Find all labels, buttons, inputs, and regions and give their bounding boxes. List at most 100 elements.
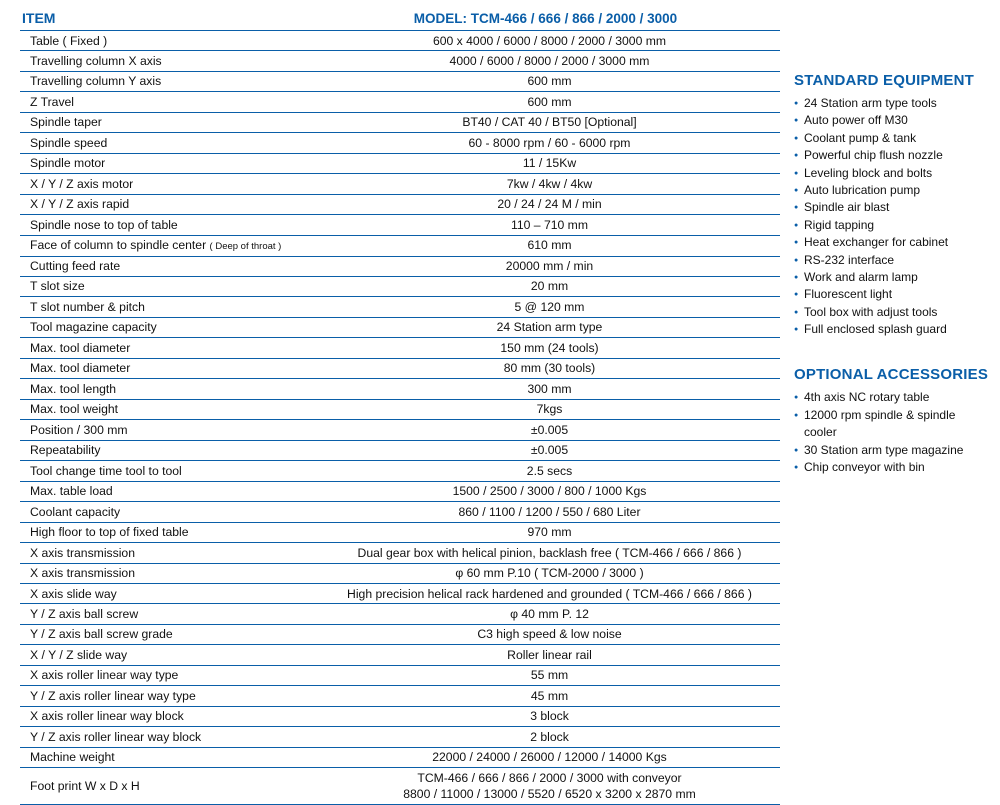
- spec-item: T slot size: [20, 276, 315, 296]
- table-row: Table ( Fixed )600 x 4000 / 6000 / 8000 …: [20, 31, 780, 51]
- table-row: Max. table load1500 / 2500 / 3000 / 800 …: [20, 481, 780, 501]
- table-row: Repeatability±0.005: [20, 440, 780, 460]
- spec-item: Max. tool diameter: [20, 338, 315, 358]
- standard-equipment-item: Auto power off M30: [794, 112, 990, 129]
- table-row: X axis transmissionφ 60 mm P.10 ( TCM-20…: [20, 563, 780, 583]
- table-header-row: ITEM MODEL: TCM-466 / 666 / 866 / 2000 /…: [20, 8, 780, 31]
- spec-value: 860 / 1100 / 1200 / 550 / 680 Liter: [315, 502, 780, 522]
- spec-item: X / Y / Z axis motor: [20, 174, 315, 194]
- spec-value: 7kw / 4kw / 4kw: [315, 174, 780, 194]
- table-row: Spindle taperBT40 / CAT 40 / BT50 [Optio…: [20, 112, 780, 132]
- spec-value: 970 mm: [315, 522, 780, 542]
- table-row: X / Y / Z axis rapid20 / 24 / 24 M / min: [20, 194, 780, 214]
- spec-item: Coolant capacity: [20, 502, 315, 522]
- spec-item: Foot print W x D x H: [20, 768, 315, 805]
- spec-table-region: ITEM MODEL: TCM-466 / 666 / 866 / 2000 /…: [20, 8, 780, 690]
- spec-item: X axis roller linear way block: [20, 706, 315, 726]
- spec-value: ±0.005: [315, 420, 780, 440]
- spec-item: Spindle motor: [20, 153, 315, 173]
- spec-value: 110 – 710 mm: [315, 215, 780, 235]
- spec-value: 20 / 24 / 24 M / min: [315, 194, 780, 214]
- table-row: X axis slide wayHigh precision helical r…: [20, 584, 780, 604]
- standard-equipment-list: 24 Station arm type toolsAuto power off …: [794, 95, 990, 338]
- spec-value: 55 mm: [315, 665, 780, 685]
- spec-value: 610 mm: [315, 235, 780, 256]
- optional-accessory-item: 4th axis NC rotary table: [794, 389, 990, 406]
- table-row: X axis roller linear way block3 block: [20, 706, 780, 726]
- spec-item: Machine weight: [20, 747, 315, 767]
- standard-equipment-item: Rigid tapping: [794, 217, 990, 234]
- spec-value: ±0.005: [315, 440, 780, 460]
- optional-accessories-list: 4th axis NC rotary table12000 rpm spindl…: [794, 389, 990, 476]
- optional-accessory-item: 30 Station arm type magazine: [794, 442, 990, 459]
- spec-item: Tool magazine capacity: [20, 317, 315, 337]
- standard-equipment-item: Powerful chip flush nozzle: [794, 147, 990, 164]
- spec-value: 1500 / 2500 / 3000 / 800 / 1000 Kgs: [315, 481, 780, 501]
- spec-item: X / Y / Z slide way: [20, 645, 315, 665]
- table-row: Cutting feed rate20000 mm / min: [20, 256, 780, 276]
- standard-equipment-item: Fluorescent light: [794, 286, 990, 303]
- table-row: Spindle nose to top of table110 – 710 mm: [20, 215, 780, 235]
- table-row: X / Y / Z axis motor7kw / 4kw / 4kw: [20, 174, 780, 194]
- spec-item: Travelling column X axis: [20, 51, 315, 71]
- spec-value: 20 mm: [315, 276, 780, 296]
- spec-table-body: Table ( Fixed )600 x 4000 / 6000 / 8000 …: [20, 31, 780, 805]
- standard-equipment-item: 24 Station arm type tools: [794, 95, 990, 112]
- spec-value: 11 / 15Kw: [315, 153, 780, 173]
- spec-item: Cutting feed rate: [20, 256, 315, 276]
- table-row: X axis transmissionDual gear box with he…: [20, 543, 780, 563]
- table-row: Travelling column X axis4000 / 6000 / 80…: [20, 51, 780, 71]
- optional-accessory-item: 12000 rpm spindle & spindle cooler: [794, 407, 990, 442]
- spec-value: 80 mm (30 tools): [315, 358, 780, 378]
- table-row: Max. tool weight7kgs: [20, 399, 780, 419]
- table-row: Y / Z axis ball screw gradeC3 high speed…: [20, 624, 780, 644]
- table-row: Max. tool diameter80 mm (30 tools): [20, 358, 780, 378]
- spec-item: Spindle nose to top of table: [20, 215, 315, 235]
- table-row: Y / Z axis roller linear way type45 mm: [20, 686, 780, 706]
- spec-value: 20000 mm / min: [315, 256, 780, 276]
- standard-equipment-item: Spindle air blast: [794, 199, 990, 216]
- standard-equipment-item: Heat exchanger for cabinet: [794, 234, 990, 251]
- table-row: X axis roller linear way type55 mm: [20, 665, 780, 685]
- spec-item: Z Travel: [20, 92, 315, 112]
- spec-value: 150 mm (24 tools): [315, 338, 780, 358]
- spec-item: Spindle taper: [20, 112, 315, 132]
- header-item: ITEM: [20, 8, 315, 31]
- spec-value: 24 Station arm type: [315, 317, 780, 337]
- spec-item: Tool change time tool to tool: [20, 461, 315, 481]
- table-row: Z Travel600 mm: [20, 92, 780, 112]
- table-row: Machine weight22000 / 24000 / 26000 / 12…: [20, 747, 780, 767]
- spec-value: φ 40 mm P. 12: [315, 604, 780, 624]
- table-row: Tool magazine capacity24 Station arm typ…: [20, 317, 780, 337]
- spec-value: 4000 / 6000 / 8000 / 2000 / 3000 mm: [315, 51, 780, 71]
- table-row: Coolant capacity860 / 1100 / 1200 / 550 …: [20, 502, 780, 522]
- spec-value: 22000 / 24000 / 26000 / 12000 / 14000 Kg…: [315, 747, 780, 767]
- spec-item: Spindle speed: [20, 133, 315, 153]
- spec-item: Position / 300 mm: [20, 420, 315, 440]
- table-row: Travelling column Y axis600 mm: [20, 71, 780, 91]
- spec-value: TCM-466 / 666 / 866 / 2000 / 3000 with c…: [315, 768, 780, 805]
- spec-item: Max. tool length: [20, 379, 315, 399]
- standard-equipment-item: Auto lubrication pump: [794, 182, 990, 199]
- spec-item: X axis slide way: [20, 584, 315, 604]
- spec-value: 2 block: [315, 727, 780, 747]
- optional-accessory-item: Chip conveyor with bin: [794, 459, 990, 476]
- spec-value: 5 @ 120 mm: [315, 297, 780, 317]
- sidebar: STANDARD EQUIPMENT 24 Station arm type t…: [794, 8, 990, 690]
- spec-item: Repeatability: [20, 440, 315, 460]
- table-row: Spindle motor11 / 15Kw: [20, 153, 780, 173]
- spec-value: BT40 / CAT 40 / BT50 [Optional]: [315, 112, 780, 132]
- standard-equipment-title: STANDARD EQUIPMENT: [794, 72, 990, 89]
- table-row: Y / Z axis roller linear way block2 bloc…: [20, 727, 780, 747]
- standard-equipment-item: RS-232 interface: [794, 252, 990, 269]
- spec-value: 600 mm: [315, 71, 780, 91]
- spec-value: 45 mm: [315, 686, 780, 706]
- spec-value: 7kgs: [315, 399, 780, 419]
- table-row: Y / Z axis ball screwφ 40 mm P. 12: [20, 604, 780, 624]
- table-row: X / Y / Z slide wayRoller linear rail: [20, 645, 780, 665]
- standard-equipment-item: Leveling block and bolts: [794, 165, 990, 182]
- spec-value: 2.5 secs: [315, 461, 780, 481]
- spec-item: Y / Z axis ball screw grade: [20, 624, 315, 644]
- standard-equipment-item: Full enclosed splash guard: [794, 321, 990, 338]
- table-row: Foot print W x D x HTCM-466 / 666 / 866 …: [20, 768, 780, 805]
